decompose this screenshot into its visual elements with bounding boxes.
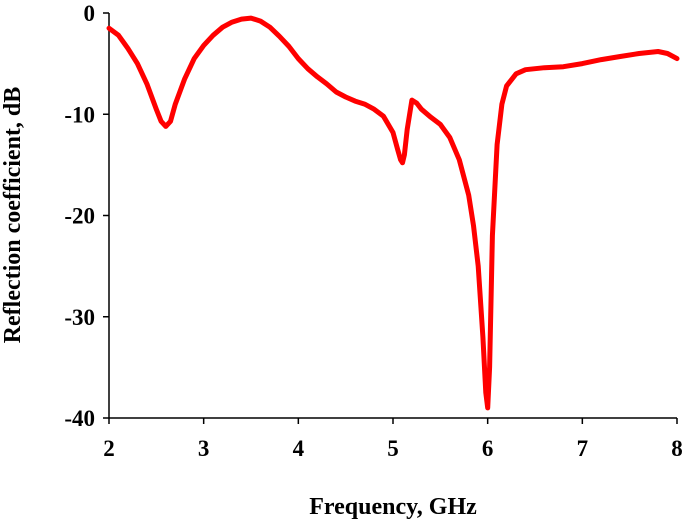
y-tick-label: -40 xyxy=(64,406,95,431)
y-tick-label: -10 xyxy=(64,102,95,127)
x-tick-label: 5 xyxy=(387,436,399,461)
ticks xyxy=(103,12,678,424)
x-tick-label: 2 xyxy=(103,436,115,461)
x-tick-label: 7 xyxy=(577,436,589,461)
tick-labels: 2 3 4 5 6 7 8 0 -10 -20 -30 -40 xyxy=(64,1,682,461)
y-tick-label: -20 xyxy=(64,204,95,229)
x-tick-label: 8 xyxy=(671,436,683,461)
y-tick-label: 0 xyxy=(84,1,96,26)
x-tick-label: 6 xyxy=(482,436,494,461)
axes xyxy=(108,13,677,419)
x-tick-label: 3 xyxy=(198,436,210,461)
y-axis-title: Reflection coefficient, dB xyxy=(0,87,26,344)
y-tick-label: -30 xyxy=(64,305,95,330)
series-layer xyxy=(106,15,680,411)
x-axis-title: Frequency, GHz xyxy=(309,494,477,520)
x-tick-label: 4 xyxy=(293,436,305,461)
series-line-0 xyxy=(106,15,680,411)
